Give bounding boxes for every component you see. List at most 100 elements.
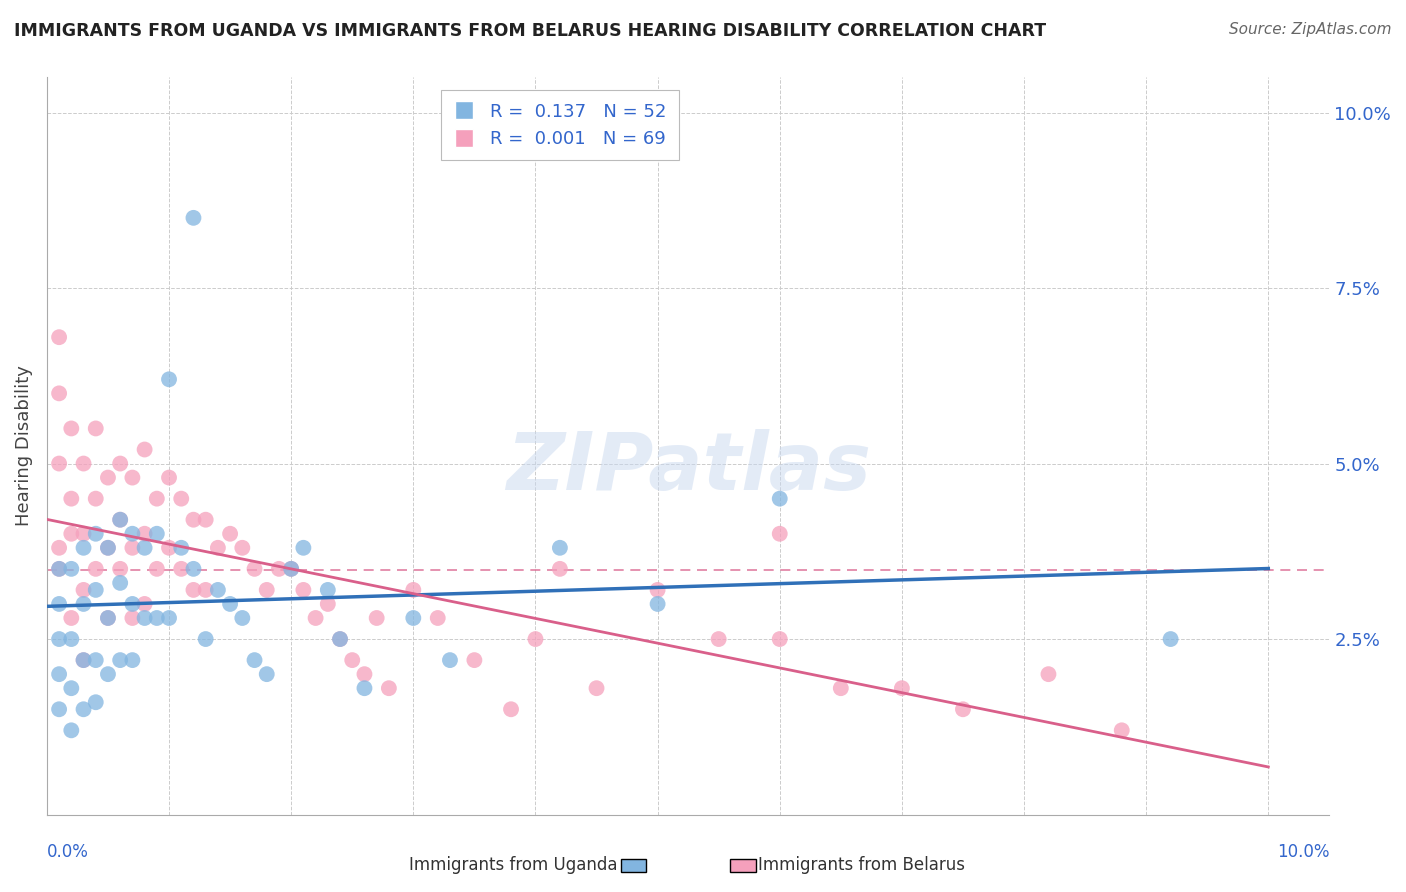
Point bbox=[353, 667, 375, 681]
Point bbox=[243, 562, 266, 576]
Point bbox=[952, 702, 974, 716]
Point bbox=[60, 632, 83, 646]
Point bbox=[647, 597, 669, 611]
Point bbox=[207, 541, 229, 555]
Point bbox=[219, 597, 242, 611]
Point bbox=[329, 632, 352, 646]
Point bbox=[60, 723, 83, 738]
Point bbox=[1111, 723, 1133, 738]
Point bbox=[146, 526, 169, 541]
Point bbox=[329, 632, 352, 646]
Point bbox=[647, 582, 669, 597]
Point bbox=[48, 457, 70, 471]
Point bbox=[108, 513, 131, 527]
Point bbox=[48, 667, 70, 681]
Point bbox=[157, 611, 180, 625]
Point bbox=[97, 470, 120, 484]
Point bbox=[97, 541, 120, 555]
Point bbox=[207, 582, 229, 597]
Text: Immigrants from Uganda: Immigrants from Uganda bbox=[409, 856, 617, 874]
Point bbox=[84, 491, 107, 506]
Text: 0.0%: 0.0% bbox=[46, 843, 89, 861]
Text: Source: ZipAtlas.com: Source: ZipAtlas.com bbox=[1229, 22, 1392, 37]
Point bbox=[316, 597, 339, 611]
Point bbox=[170, 541, 193, 555]
Point bbox=[72, 702, 94, 716]
Point bbox=[121, 611, 143, 625]
Point bbox=[342, 653, 364, 667]
Point bbox=[439, 653, 461, 667]
Point bbox=[48, 632, 70, 646]
Point bbox=[121, 526, 143, 541]
Point bbox=[146, 491, 169, 506]
Point bbox=[48, 541, 70, 555]
Point bbox=[60, 526, 83, 541]
Point bbox=[97, 541, 120, 555]
Point bbox=[48, 562, 70, 576]
Point bbox=[292, 541, 315, 555]
Text: Immigrants from Belarus: Immigrants from Belarus bbox=[758, 856, 966, 874]
Point bbox=[194, 513, 217, 527]
Point bbox=[499, 702, 522, 716]
Point bbox=[48, 330, 70, 344]
Point bbox=[194, 632, 217, 646]
Point bbox=[121, 541, 143, 555]
Point bbox=[769, 491, 792, 506]
Point bbox=[84, 526, 107, 541]
Point bbox=[72, 457, 94, 471]
Point bbox=[231, 611, 253, 625]
Point bbox=[548, 562, 571, 576]
Point bbox=[231, 541, 253, 555]
Text: ZIPatlas: ZIPatlas bbox=[506, 429, 870, 508]
Point bbox=[134, 526, 156, 541]
Point bbox=[72, 582, 94, 597]
Point bbox=[170, 562, 193, 576]
Point bbox=[84, 695, 107, 709]
Point bbox=[183, 582, 205, 597]
Point bbox=[830, 681, 852, 696]
Point bbox=[524, 632, 547, 646]
Point bbox=[890, 681, 912, 696]
Point bbox=[97, 611, 120, 625]
Point bbox=[280, 562, 302, 576]
Point bbox=[426, 611, 449, 625]
Point bbox=[48, 562, 70, 576]
Point bbox=[84, 562, 107, 576]
Point bbox=[134, 597, 156, 611]
Point bbox=[97, 667, 120, 681]
Point bbox=[1038, 667, 1060, 681]
Point bbox=[585, 681, 607, 696]
Point bbox=[60, 681, 83, 696]
Point bbox=[183, 562, 205, 576]
Text: 10.0%: 10.0% bbox=[1277, 843, 1330, 861]
Point bbox=[108, 457, 131, 471]
Point bbox=[108, 653, 131, 667]
Point bbox=[60, 421, 83, 435]
Point bbox=[316, 582, 339, 597]
Y-axis label: Hearing Disability: Hearing Disability bbox=[15, 366, 32, 526]
Point bbox=[60, 611, 83, 625]
Point bbox=[48, 597, 70, 611]
Point bbox=[84, 653, 107, 667]
Point bbox=[84, 421, 107, 435]
Point bbox=[402, 582, 425, 597]
Point bbox=[353, 681, 375, 696]
Point bbox=[134, 442, 156, 457]
Point bbox=[121, 597, 143, 611]
Point bbox=[108, 562, 131, 576]
Point bbox=[72, 526, 94, 541]
Point bbox=[256, 667, 278, 681]
Point bbox=[60, 491, 83, 506]
Point bbox=[72, 653, 94, 667]
Point bbox=[146, 611, 169, 625]
Point bbox=[183, 211, 205, 225]
Point bbox=[121, 470, 143, 484]
Point bbox=[402, 611, 425, 625]
Text: IMMIGRANTS FROM UGANDA VS IMMIGRANTS FROM BELARUS HEARING DISABILITY CORRELATION: IMMIGRANTS FROM UGANDA VS IMMIGRANTS FRO… bbox=[14, 22, 1046, 40]
Point bbox=[84, 582, 107, 597]
Point bbox=[280, 562, 302, 576]
Point bbox=[48, 386, 70, 401]
Point bbox=[121, 653, 143, 667]
Point bbox=[769, 526, 792, 541]
Point bbox=[548, 541, 571, 555]
